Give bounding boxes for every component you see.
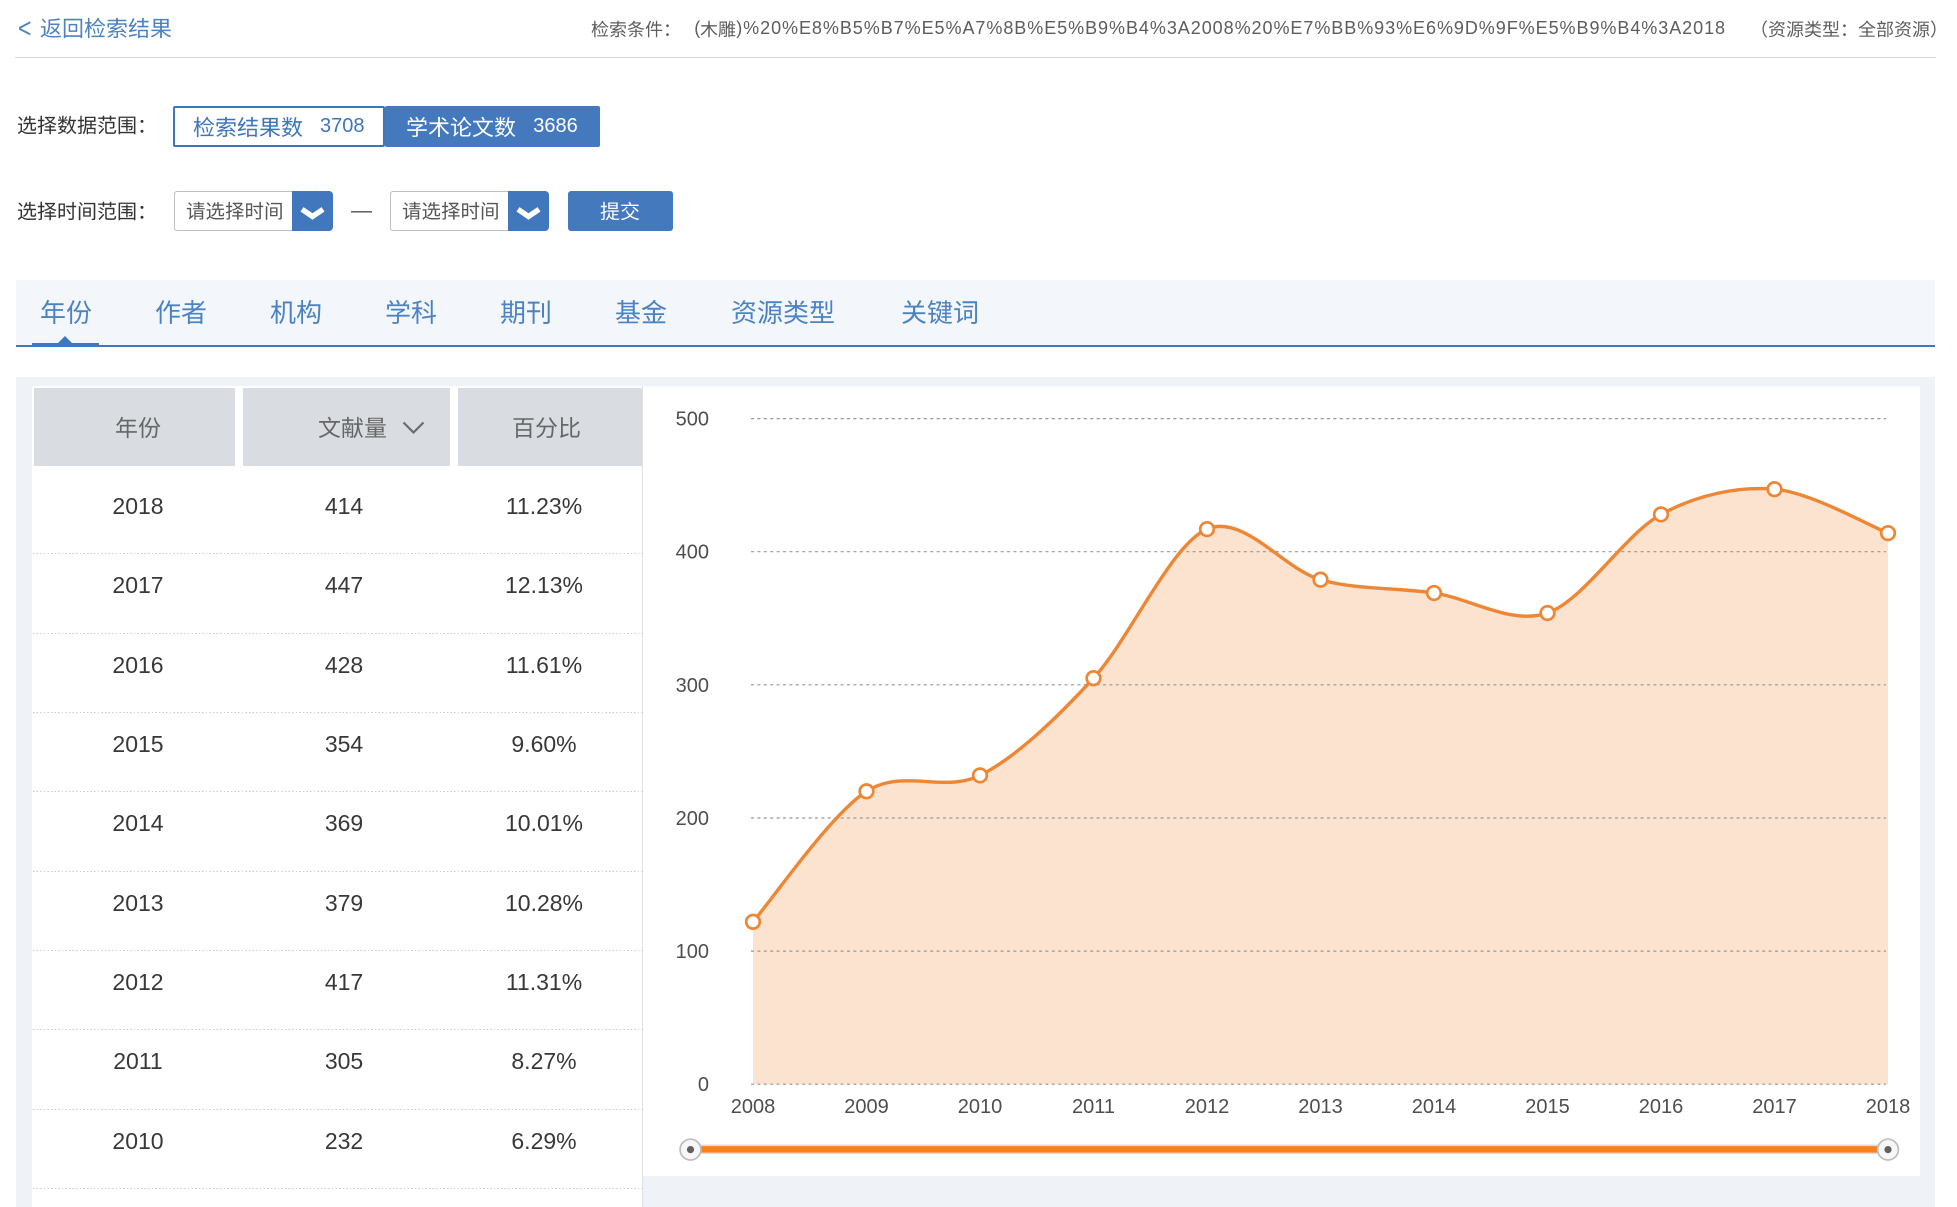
svg-text:2018: 2018 (1866, 1096, 1911, 1118)
svg-text:2017: 2017 (1752, 1096, 1797, 1118)
svg-text:500: 500 (676, 409, 709, 431)
svg-text:2012: 2012 (1185, 1096, 1230, 1118)
svg-text:100: 100 (676, 941, 709, 963)
svg-text:2016: 2016 (1639, 1096, 1684, 1118)
svg-text:2015: 2015 (1525, 1096, 1570, 1118)
svg-text:2013: 2013 (1298, 1096, 1343, 1118)
svg-text:2010: 2010 (958, 1096, 1003, 1118)
svg-text:0: 0 (698, 1074, 709, 1096)
svg-text:2014: 2014 (1412, 1096, 1457, 1118)
svg-text:400: 400 (676, 542, 709, 564)
svg-text:200: 200 (676, 808, 709, 830)
svg-text:300: 300 (676, 675, 709, 697)
svg-text:2009: 2009 (844, 1096, 889, 1118)
svg-text:2011: 2011 (1072, 1096, 1115, 1118)
svg-text:2008: 2008 (731, 1096, 776, 1118)
